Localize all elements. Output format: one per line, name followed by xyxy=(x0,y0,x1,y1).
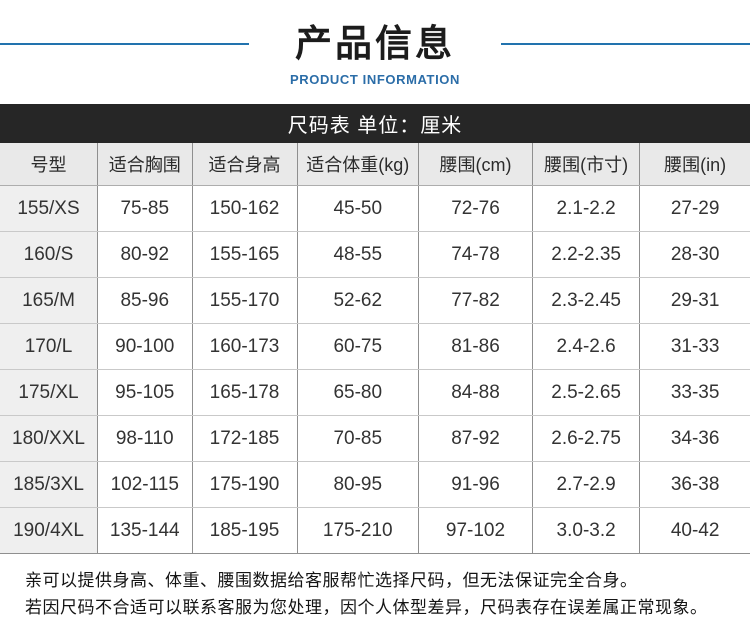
size-table: 号型 适合胸围 适合身高 适合体重(kg) 腰围(cm) 腰围(市寸) 腰围(i… xyxy=(0,142,750,555)
column-header-waist-in: 腰围(in) xyxy=(639,142,750,187)
table-row: 170/L 90-100 160-173 60-75 81-86 2.4-2.6… xyxy=(0,323,750,371)
waist-in-value: 27-29 xyxy=(639,185,750,233)
chest-value: 98-110 xyxy=(97,415,193,463)
page-title: 产品信息 xyxy=(295,23,455,64)
height-value: 175-190 xyxy=(191,461,298,509)
waist-shicun-value: 2.4-2.6 xyxy=(531,323,641,371)
size-chart-bar: 尺码表 单位：厘米 xyxy=(0,103,750,143)
accent-line-left xyxy=(0,43,249,46)
footer-notes: 亲可以提供身高、体重、腰围数据给客服帮忙选择尺码，但无法保证完全合身。 若因尺码… xyxy=(0,567,750,621)
table-row: 175/XL 95-105 165-178 65-80 84-88 2.5-2.… xyxy=(0,369,750,417)
weight-value: 65-80 xyxy=(296,369,419,417)
height-value: 150-162 xyxy=(191,185,298,233)
waist-shicun-value: 2.3-2.45 xyxy=(531,277,641,325)
size-label: 190/4XL xyxy=(0,507,98,555)
height-value: 185-195 xyxy=(191,507,298,555)
size-label: 170/L xyxy=(0,323,98,371)
waist-in-value: 28-30 xyxy=(639,231,750,279)
column-header-chest: 适合胸围 xyxy=(97,142,193,187)
waist-in-value: 34-36 xyxy=(639,415,750,463)
column-header-waist-cm: 腰围(cm) xyxy=(418,142,533,187)
waist-cm-value: 97-102 xyxy=(418,507,533,555)
weight-value: 60-75 xyxy=(296,323,419,371)
table-row: 155/XS 75-85 150-162 45-50 72-76 2.1-2.2… xyxy=(0,185,750,233)
chest-value: 80-92 xyxy=(97,231,193,279)
note-line-1: 亲可以提供身高、体重、腰围数据给客服帮忙选择尺码，但无法保证完全合身。 xyxy=(25,571,638,591)
waist-shicun-value: 2.2-2.35 xyxy=(531,231,641,279)
weight-value: 80-95 xyxy=(296,461,419,509)
waist-cm-value: 72-76 xyxy=(418,185,533,233)
weight-value: 52-62 xyxy=(296,277,419,325)
height-value: 165-178 xyxy=(191,369,298,417)
size-label: 175/XL xyxy=(0,369,98,417)
weight-value: 70-85 xyxy=(296,415,419,463)
page-subtitle: PRODUCT INFORMATION xyxy=(289,71,461,87)
waist-shicun-value: 2.1-2.2 xyxy=(531,185,641,233)
waist-shicun-value: 2.6-2.75 xyxy=(531,415,641,463)
size-label: 155/XS xyxy=(0,185,98,233)
height-value: 160-173 xyxy=(191,323,298,371)
waist-cm-value: 91-96 xyxy=(418,461,533,509)
chest-value: 95-105 xyxy=(97,369,193,417)
table-row: 160/S 80-92 155-165 48-55 74-78 2.2-2.35… xyxy=(0,231,750,279)
height-value: 155-170 xyxy=(191,277,298,325)
size-label: 185/3XL xyxy=(0,461,98,509)
chest-value: 102-115 xyxy=(97,461,193,509)
waist-in-value: 33-35 xyxy=(639,369,750,417)
waist-shicun-value: 2.5-2.65 xyxy=(531,369,641,417)
chest-value: 75-85 xyxy=(97,185,193,233)
table-row: 165/M 85-96 155-170 52-62 77-82 2.3-2.45… xyxy=(0,277,750,325)
waist-cm-value: 81-86 xyxy=(418,323,533,371)
accent-line-right xyxy=(501,43,750,46)
waist-shicun-value: 3.0-3.2 xyxy=(531,507,641,555)
weight-value: 48-55 xyxy=(296,231,419,279)
waist-cm-value: 74-78 xyxy=(418,231,533,279)
size-label: 180/XXL xyxy=(0,415,98,463)
waist-shicun-value: 2.7-2.9 xyxy=(531,461,641,509)
size-label: 160/S xyxy=(0,231,98,279)
table-row: 190/4XL 135-144 185-195 175-210 97-102 3… xyxy=(0,507,750,555)
chest-value: 90-100 xyxy=(97,323,193,371)
weight-value: 175-210 xyxy=(296,507,419,555)
chest-value: 85-96 xyxy=(97,277,193,325)
size-label: 165/M xyxy=(0,277,98,325)
waist-in-value: 40-42 xyxy=(639,507,750,555)
waist-in-value: 29-31 xyxy=(639,277,750,325)
column-header-size: 号型 xyxy=(0,142,98,187)
waist-cm-value: 84-88 xyxy=(418,369,533,417)
column-header-weight: 适合体重(kg) xyxy=(296,142,419,187)
height-value: 155-165 xyxy=(191,231,298,279)
waist-in-value: 36-38 xyxy=(639,461,750,509)
weight-value: 45-50 xyxy=(296,185,419,233)
chest-value: 135-144 xyxy=(97,507,193,555)
title-row: 产品信息 xyxy=(0,23,750,65)
table-header-row: 号型 适合胸围 适合身高 适合体重(kg) 腰围(cm) 腰围(市寸) 腰围(i… xyxy=(0,142,750,187)
column-header-height: 适合身高 xyxy=(191,142,298,187)
height-value: 172-185 xyxy=(191,415,298,463)
column-header-waist-shicun: 腰围(市寸) xyxy=(531,142,641,187)
waist-in-value: 31-33 xyxy=(639,323,750,371)
table-row: 185/3XL 102-115 175-190 80-95 91-96 2.7-… xyxy=(0,461,750,509)
note-line-2: 若因尺码不合适可以联系客服为您处理，因个人体型差异，尺码表存在误差属正常现象。 xyxy=(25,598,708,618)
page-header: 产品信息 PRODUCT INFORMATION xyxy=(0,0,750,87)
waist-cm-value: 87-92 xyxy=(418,415,533,463)
table-row: 180/XXL 98-110 172-185 70-85 87-92 2.6-2… xyxy=(0,415,750,463)
waist-cm-value: 77-82 xyxy=(418,277,533,325)
